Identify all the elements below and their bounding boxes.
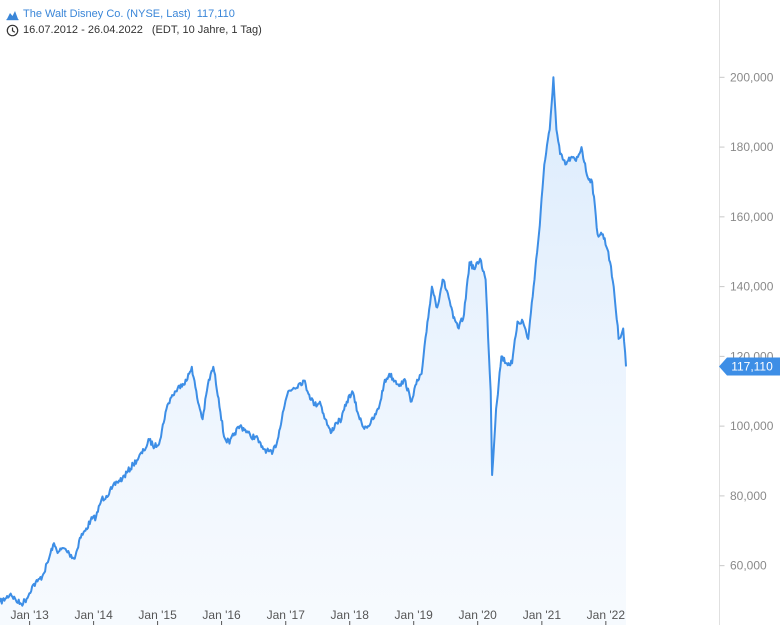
x-tick-label: Jan '16: [202, 608, 241, 622]
last-value-text: 117,110: [196, 8, 235, 20]
y-tick-label: 160,000: [730, 210, 774, 224]
y-tick-label: 60,000: [730, 559, 767, 573]
clock-icon: [6, 24, 19, 36]
x-tick-label: Jan '14: [74, 608, 113, 622]
x-tick-label: Jan '15: [138, 608, 177, 622]
y-tick-label: 100,000: [730, 419, 774, 433]
chart-header: The Walt Disney Co. (NYSE, Last) 117,110…: [6, 6, 262, 38]
instrument-line: The Walt Disney Co. (NYSE, Last) 117,110: [6, 6, 262, 22]
y-tick-label: 180,000: [730, 140, 774, 154]
date-range: 16.07.2012 - 26.04.2022: [23, 24, 143, 36]
x-tick-label: Jan '17: [267, 608, 306, 622]
price-line: [0, 76, 627, 607]
x-tick-label: Jan '20: [459, 608, 498, 622]
instrument-name: The Walt Disney Co. (NYSE, Last): [23, 8, 191, 20]
last-value-label: 117,110: [731, 359, 773, 373]
x-tick-label: Jan '22: [587, 608, 626, 622]
y-tick-label: 140,000: [730, 280, 774, 294]
price-area: [0, 77, 626, 625]
range-meta: (EDT, 10 Jahre, 1 Tag): [151, 24, 262, 36]
last-value-tag: [719, 357, 780, 376]
y-tick-label: 80,000: [730, 489, 767, 503]
x-tick-label: Jan '19: [395, 608, 434, 622]
mountain-chart-icon: [6, 10, 19, 20]
range-line: 16.07.2012 - 26.04.2022 (EDT, 10 Jahre, …: [6, 22, 262, 38]
x-tick-label: Jan '13: [10, 608, 49, 622]
y-tick-label: 200,000: [730, 70, 774, 84]
x-tick-label: Jan '18: [331, 608, 370, 622]
x-tick-label: Jan '21: [523, 608, 562, 622]
